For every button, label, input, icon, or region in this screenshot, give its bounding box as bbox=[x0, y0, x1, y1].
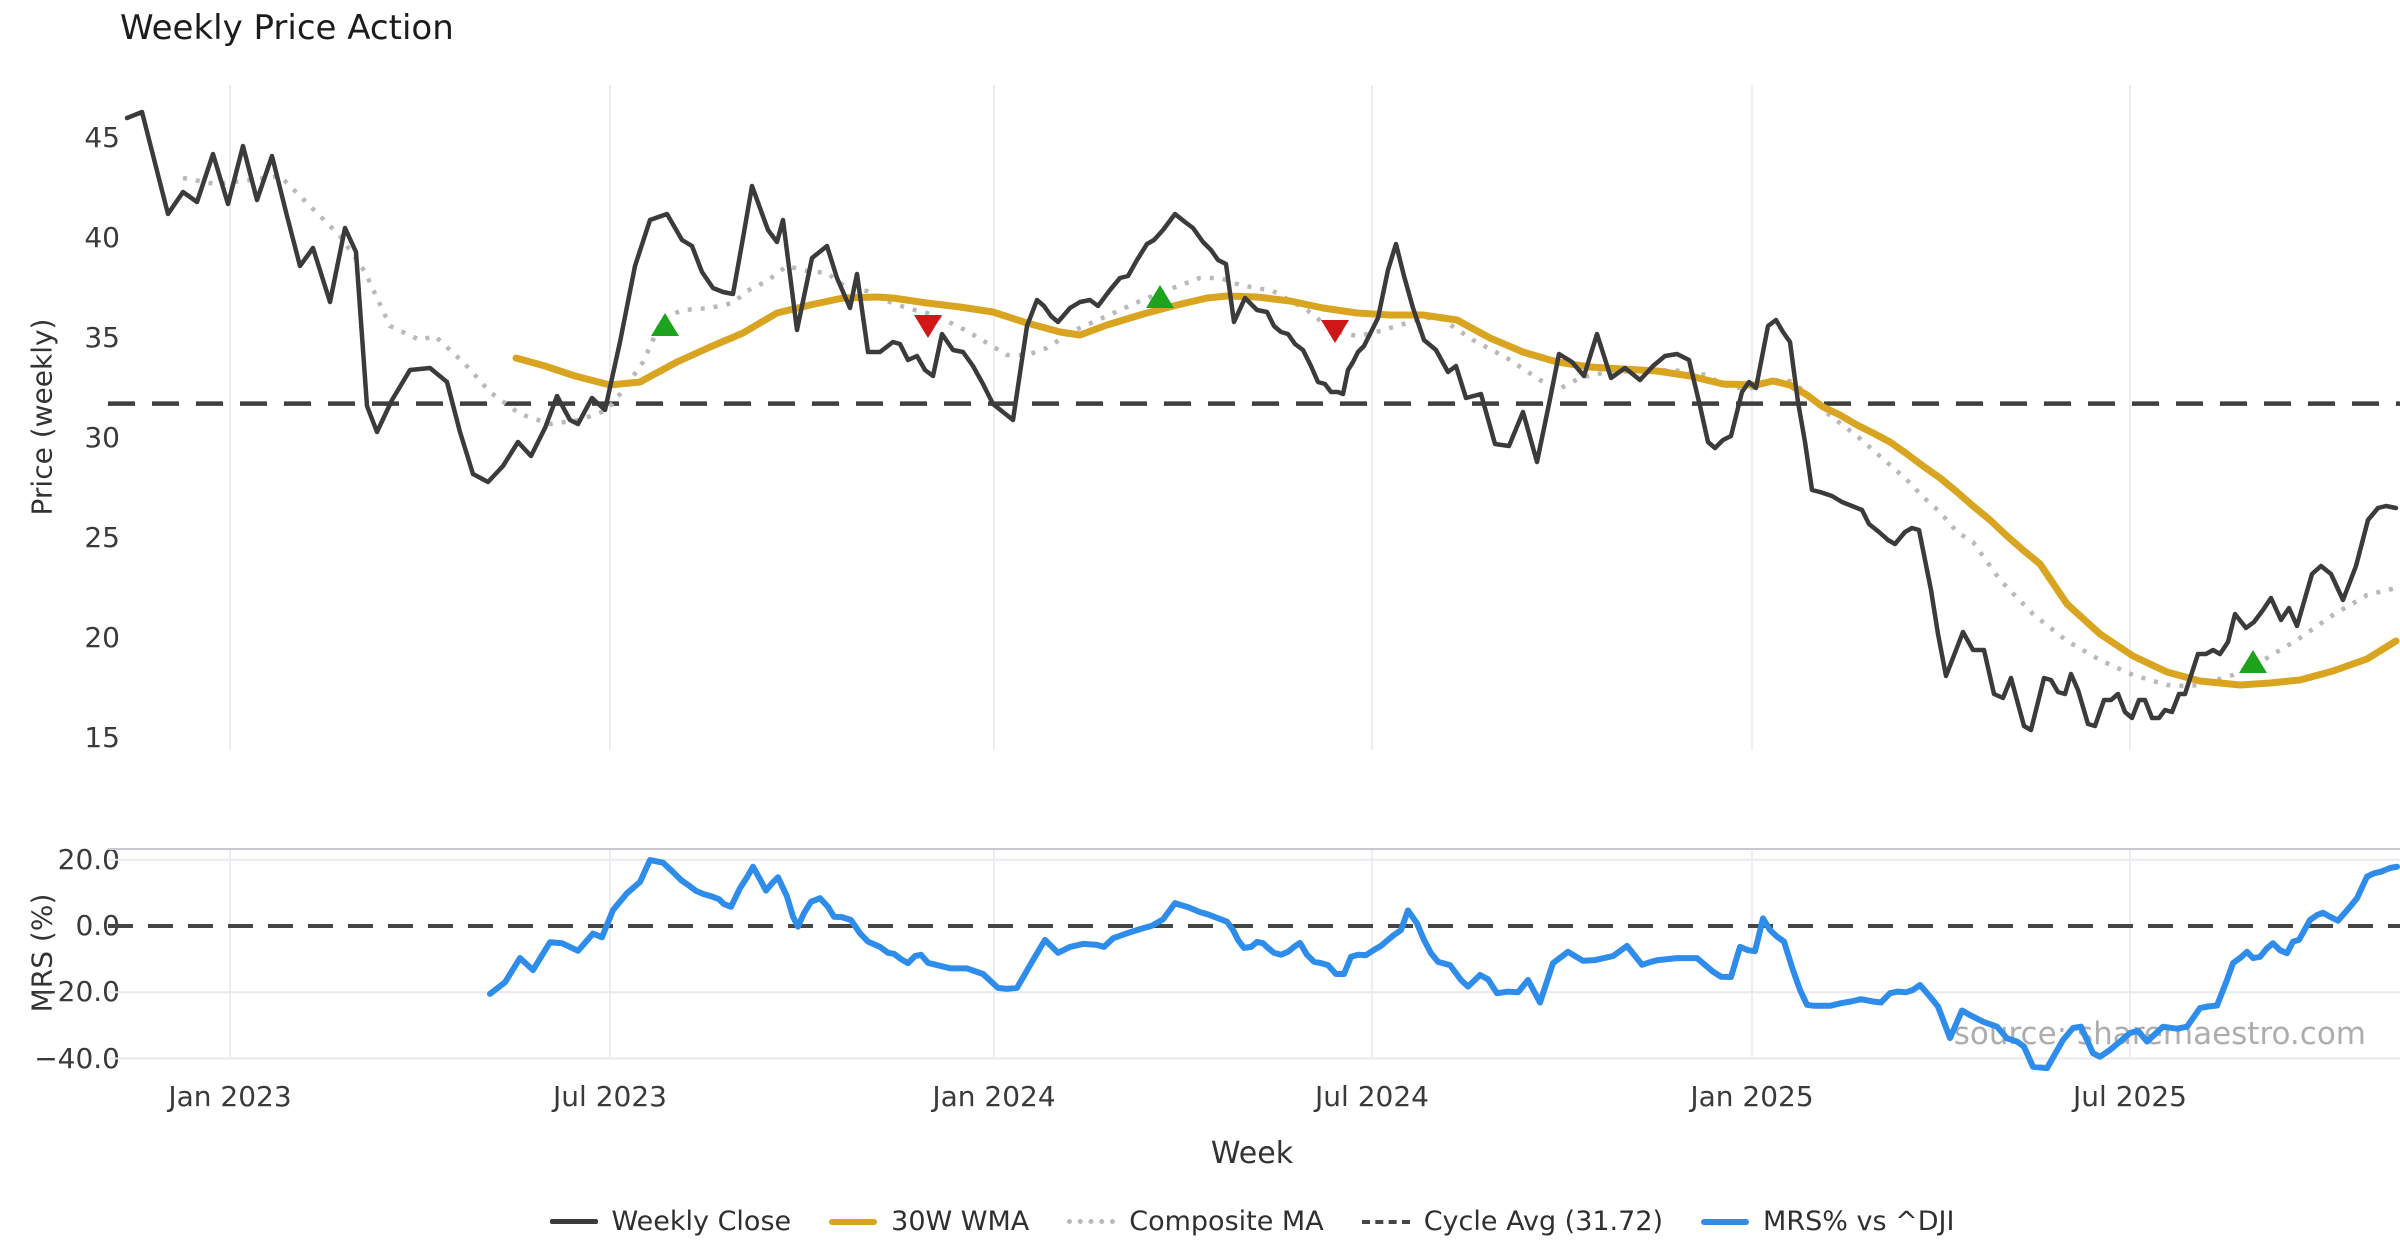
legend-label: Composite MA bbox=[1129, 1206, 1324, 1237]
wma-swatch-icon bbox=[829, 1218, 878, 1225]
weekly-close-swatch-icon bbox=[549, 1219, 598, 1224]
buy-signal-marker bbox=[1146, 285, 1174, 308]
legend-item-weekly-close: Weekly Close bbox=[549, 1206, 792, 1237]
cycle-avg-swatch-icon bbox=[1361, 1219, 1410, 1224]
buy-signal-marker bbox=[651, 313, 679, 336]
mrs-swatch-icon bbox=[1701, 1218, 1750, 1225]
sell-signal-marker bbox=[1321, 320, 1349, 343]
price-ytick-label: 15 bbox=[84, 721, 120, 754]
price-ytick-label: 40 bbox=[84, 221, 120, 254]
month-xtick-label: Jan 2024 bbox=[932, 1080, 1056, 1113]
legend-item-30w-wma: 30W WMA bbox=[829, 1206, 1029, 1237]
weekly-close-line bbox=[124, 109, 2399, 733]
price-ytick-label: 35 bbox=[84, 321, 120, 354]
legend-label: MRS% vs ^DJI bbox=[1763, 1206, 1955, 1237]
legend-label: Cycle Avg (31.72) bbox=[1423, 1206, 1664, 1237]
chart-title: Weekly Price Action bbox=[120, 8, 454, 48]
month-xtick-label: Jan 2025 bbox=[1690, 1080, 1814, 1113]
week-axis-label: Week bbox=[1210, 1136, 1294, 1171]
month-xtick-label: Jul 2023 bbox=[553, 1080, 667, 1113]
wma-30w-line bbox=[512, 292, 2400, 689]
composite-ma-swatch-icon bbox=[1067, 1219, 1116, 1224]
mrs-ytick-label: −20.0 bbox=[34, 975, 120, 1009]
sell-signal-marker bbox=[914, 315, 942, 338]
legend-item-cycle-avg: Cycle Avg (31.72) bbox=[1361, 1206, 1664, 1237]
composite-ma-line bbox=[182, 173, 2397, 689]
price-ytick-label: 30 bbox=[84, 421, 120, 454]
legend-label: Weekly Close bbox=[611, 1206, 792, 1237]
month-xtick-label: Jul 2024 bbox=[1315, 1080, 1429, 1113]
legend-item-composite-ma: Composite MA bbox=[1067, 1206, 1324, 1237]
buy-signal-marker bbox=[2239, 650, 2267, 673]
legend-label: 30W WMA bbox=[891, 1206, 1030, 1237]
mrs-ytick-label: −40.0 bbox=[34, 1041, 120, 1075]
month-xtick-label: Jan 2023 bbox=[168, 1080, 292, 1113]
price-ytick-label: 45 bbox=[84, 121, 120, 154]
price-ytick-label: 20 bbox=[84, 621, 120, 654]
month-xtick-label: Jul 2025 bbox=[2073, 1080, 2187, 1113]
legend: Weekly Close 30W WMA Composite MA Cycle … bbox=[104, 1206, 2400, 1237]
legend-item-mrs: MRS% vs ^DJI bbox=[1701, 1206, 1954, 1237]
mrs-line bbox=[487, 857, 2400, 1072]
price-ytick-label: 25 bbox=[84, 521, 120, 554]
